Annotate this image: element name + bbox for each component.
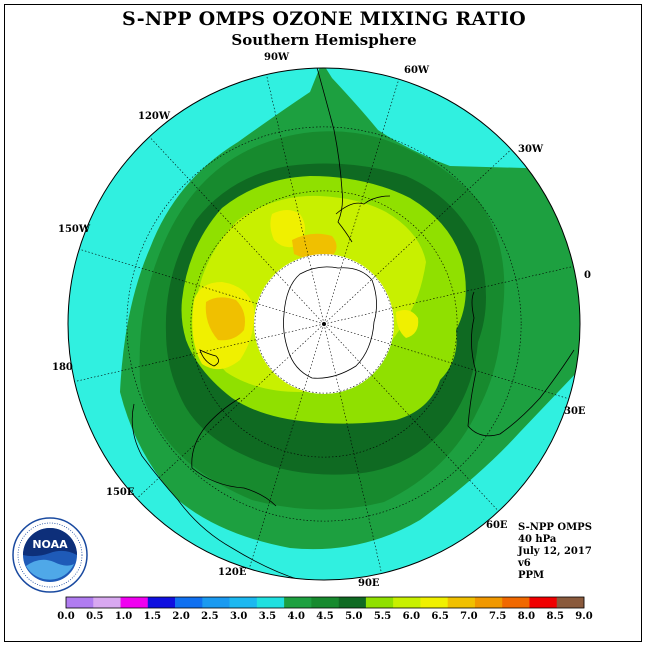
colorbar-tick-label: 4.5 bbox=[316, 611, 333, 622]
longitude-line bbox=[323, 149, 512, 325]
longitude-label-180: 180 bbox=[52, 362, 73, 373]
colorbar-tick-label: 6.0 bbox=[403, 611, 420, 622]
longitude-line bbox=[79, 248, 325, 325]
version-label: v6 bbox=[518, 558, 531, 569]
longitude-line bbox=[323, 323, 499, 512]
longitude-label-120e: 120E bbox=[218, 567, 247, 578]
longitude-label-30e: 30E bbox=[564, 406, 586, 417]
longitude-line bbox=[323, 79, 400, 325]
longitude-label-150w: 150W bbox=[58, 224, 91, 235]
ozone-field bbox=[68, 68, 580, 580]
australia-coast bbox=[191, 397, 277, 507]
colorbar-swatch bbox=[529, 597, 558, 608]
instrument-label: S-NPP OMPS bbox=[518, 522, 592, 533]
colorbar-swatch bbox=[256, 597, 285, 608]
graticule bbox=[74, 74, 574, 574]
colorbar-swatch bbox=[202, 597, 230, 608]
colorbar-swatch bbox=[556, 597, 585, 608]
longitude-label-150e: 150E bbox=[106, 487, 135, 498]
colorbar-swatch bbox=[474, 597, 503, 608]
colorbar-swatch bbox=[447, 597, 476, 608]
south-pole-dot bbox=[322, 322, 326, 326]
colorbar-swatch bbox=[393, 597, 421, 608]
colorbar-tick-label: 0.5 bbox=[86, 611, 103, 622]
longitude-line bbox=[74, 323, 325, 382]
colorbar-tick-label: 8.5 bbox=[547, 611, 564, 622]
colorbar-swatch bbox=[175, 597, 203, 608]
pressure-level: 40 hPa bbox=[518, 534, 557, 545]
colorbar-swatch bbox=[147, 597, 176, 608]
units-label: PPM bbox=[518, 570, 545, 581]
south-america-tip bbox=[335, 195, 391, 215]
noaa-logo: NOAA bbox=[12, 517, 88, 593]
colorbar-tick-label: 3.0 bbox=[230, 611, 247, 622]
latitude-circle bbox=[190, 190, 458, 458]
longitude-line bbox=[266, 74, 325, 325]
colorbar-swatch bbox=[120, 597, 149, 608]
colorbar-swatch bbox=[365, 597, 394, 608]
longitude-line bbox=[136, 323, 325, 499]
longitude-label-60w: 60W bbox=[404, 65, 430, 76]
colorbar-swatch bbox=[66, 597, 94, 608]
ozone-region-6.5-7.0-east bbox=[396, 310, 419, 338]
longitude-label-0: 0 bbox=[584, 270, 591, 281]
colorbar-tick-label: 3.5 bbox=[259, 611, 276, 622]
colorbar-border bbox=[65, 596, 585, 609]
colorbar-tick-label: 2.5 bbox=[201, 611, 218, 622]
colorbar-swatch bbox=[420, 597, 448, 608]
colorbar-tick-label: 5.0 bbox=[345, 611, 362, 622]
ozone-region-7.0-7.5-north bbox=[292, 233, 337, 260]
africa-coast bbox=[467, 291, 575, 437]
latitude-circle bbox=[126, 126, 522, 522]
map-boundary bbox=[67, 67, 581, 581]
antarctica-outline bbox=[283, 266, 377, 379]
ozone-region-7.0-7.5 bbox=[205, 297, 245, 341]
longitude-label-30w: 30W bbox=[518, 144, 544, 155]
longitude-line bbox=[323, 323, 382, 574]
noaa-logo-text: NOAA bbox=[32, 538, 68, 551]
asia-coast bbox=[131, 403, 301, 580]
colorbar-tick-label: 4.0 bbox=[288, 611, 305, 622]
info-block: S-NPP OMPS 40 hPa July 12, 2017 v6 PPM bbox=[518, 522, 592, 582]
new-zealand bbox=[199, 349, 219, 367]
longitude-label-90w: 90W bbox=[264, 52, 290, 63]
colorbar-swatch bbox=[502, 597, 530, 608]
colorbar-swatch bbox=[311, 597, 339, 608]
date-label: July 12, 2017 bbox=[518, 546, 592, 557]
map-title: S-NPP OMPS OZONE MIXING RATIO bbox=[121, 8, 527, 30]
longitude-line bbox=[248, 323, 325, 569]
colorbar-tick-label: 7.5 bbox=[489, 611, 506, 622]
colorbar-tick-label: 6.5 bbox=[431, 611, 448, 622]
ozone-region-6.5-7.0-north bbox=[270, 210, 305, 248]
colorbar-tick-label: 8.0 bbox=[518, 611, 535, 622]
colorbar-swatch bbox=[338, 597, 367, 608]
colorbar-tick-label: 5.5 bbox=[374, 611, 391, 622]
latitude-circle bbox=[254, 254, 394, 394]
longitude-label-90e: 90E bbox=[358, 578, 380, 589]
longitude-line bbox=[149, 136, 325, 325]
colorbar-tick-label: 7.0 bbox=[460, 611, 477, 622]
colorbar-swatch bbox=[229, 597, 258, 608]
figure-frame bbox=[4, 4, 642, 642]
colorbar-swatch bbox=[93, 597, 121, 608]
map-subtitle: Southern Hemisphere bbox=[231, 31, 417, 49]
colorbar-tick-label: 1.0 bbox=[115, 611, 132, 622]
colorbar-tick-label: 9.0 bbox=[575, 611, 592, 622]
longitude-label-120w: 120W bbox=[138, 111, 171, 122]
colorbar-swatch bbox=[284, 597, 312, 608]
colorbar: 0.0 0.5 1.0 1.5 2.0 2.5 3.0 3.5 4.0 4.5 5.0 5.5 6.0 6… bbox=[57, 596, 593, 622]
colorbar-tick-label: 0.0 bbox=[57, 611, 74, 622]
colorbar-tick-label: 1.5 bbox=[144, 611, 161, 622]
longitude-label-60e: 60E bbox=[486, 520, 508, 531]
south-america-coast-west bbox=[315, 68, 353, 243]
coastlines bbox=[131, 68, 575, 580]
longitude-line bbox=[323, 266, 574, 325]
colorbar-tick-label: 2.0 bbox=[172, 611, 189, 622]
longitude-line bbox=[323, 323, 569, 400]
